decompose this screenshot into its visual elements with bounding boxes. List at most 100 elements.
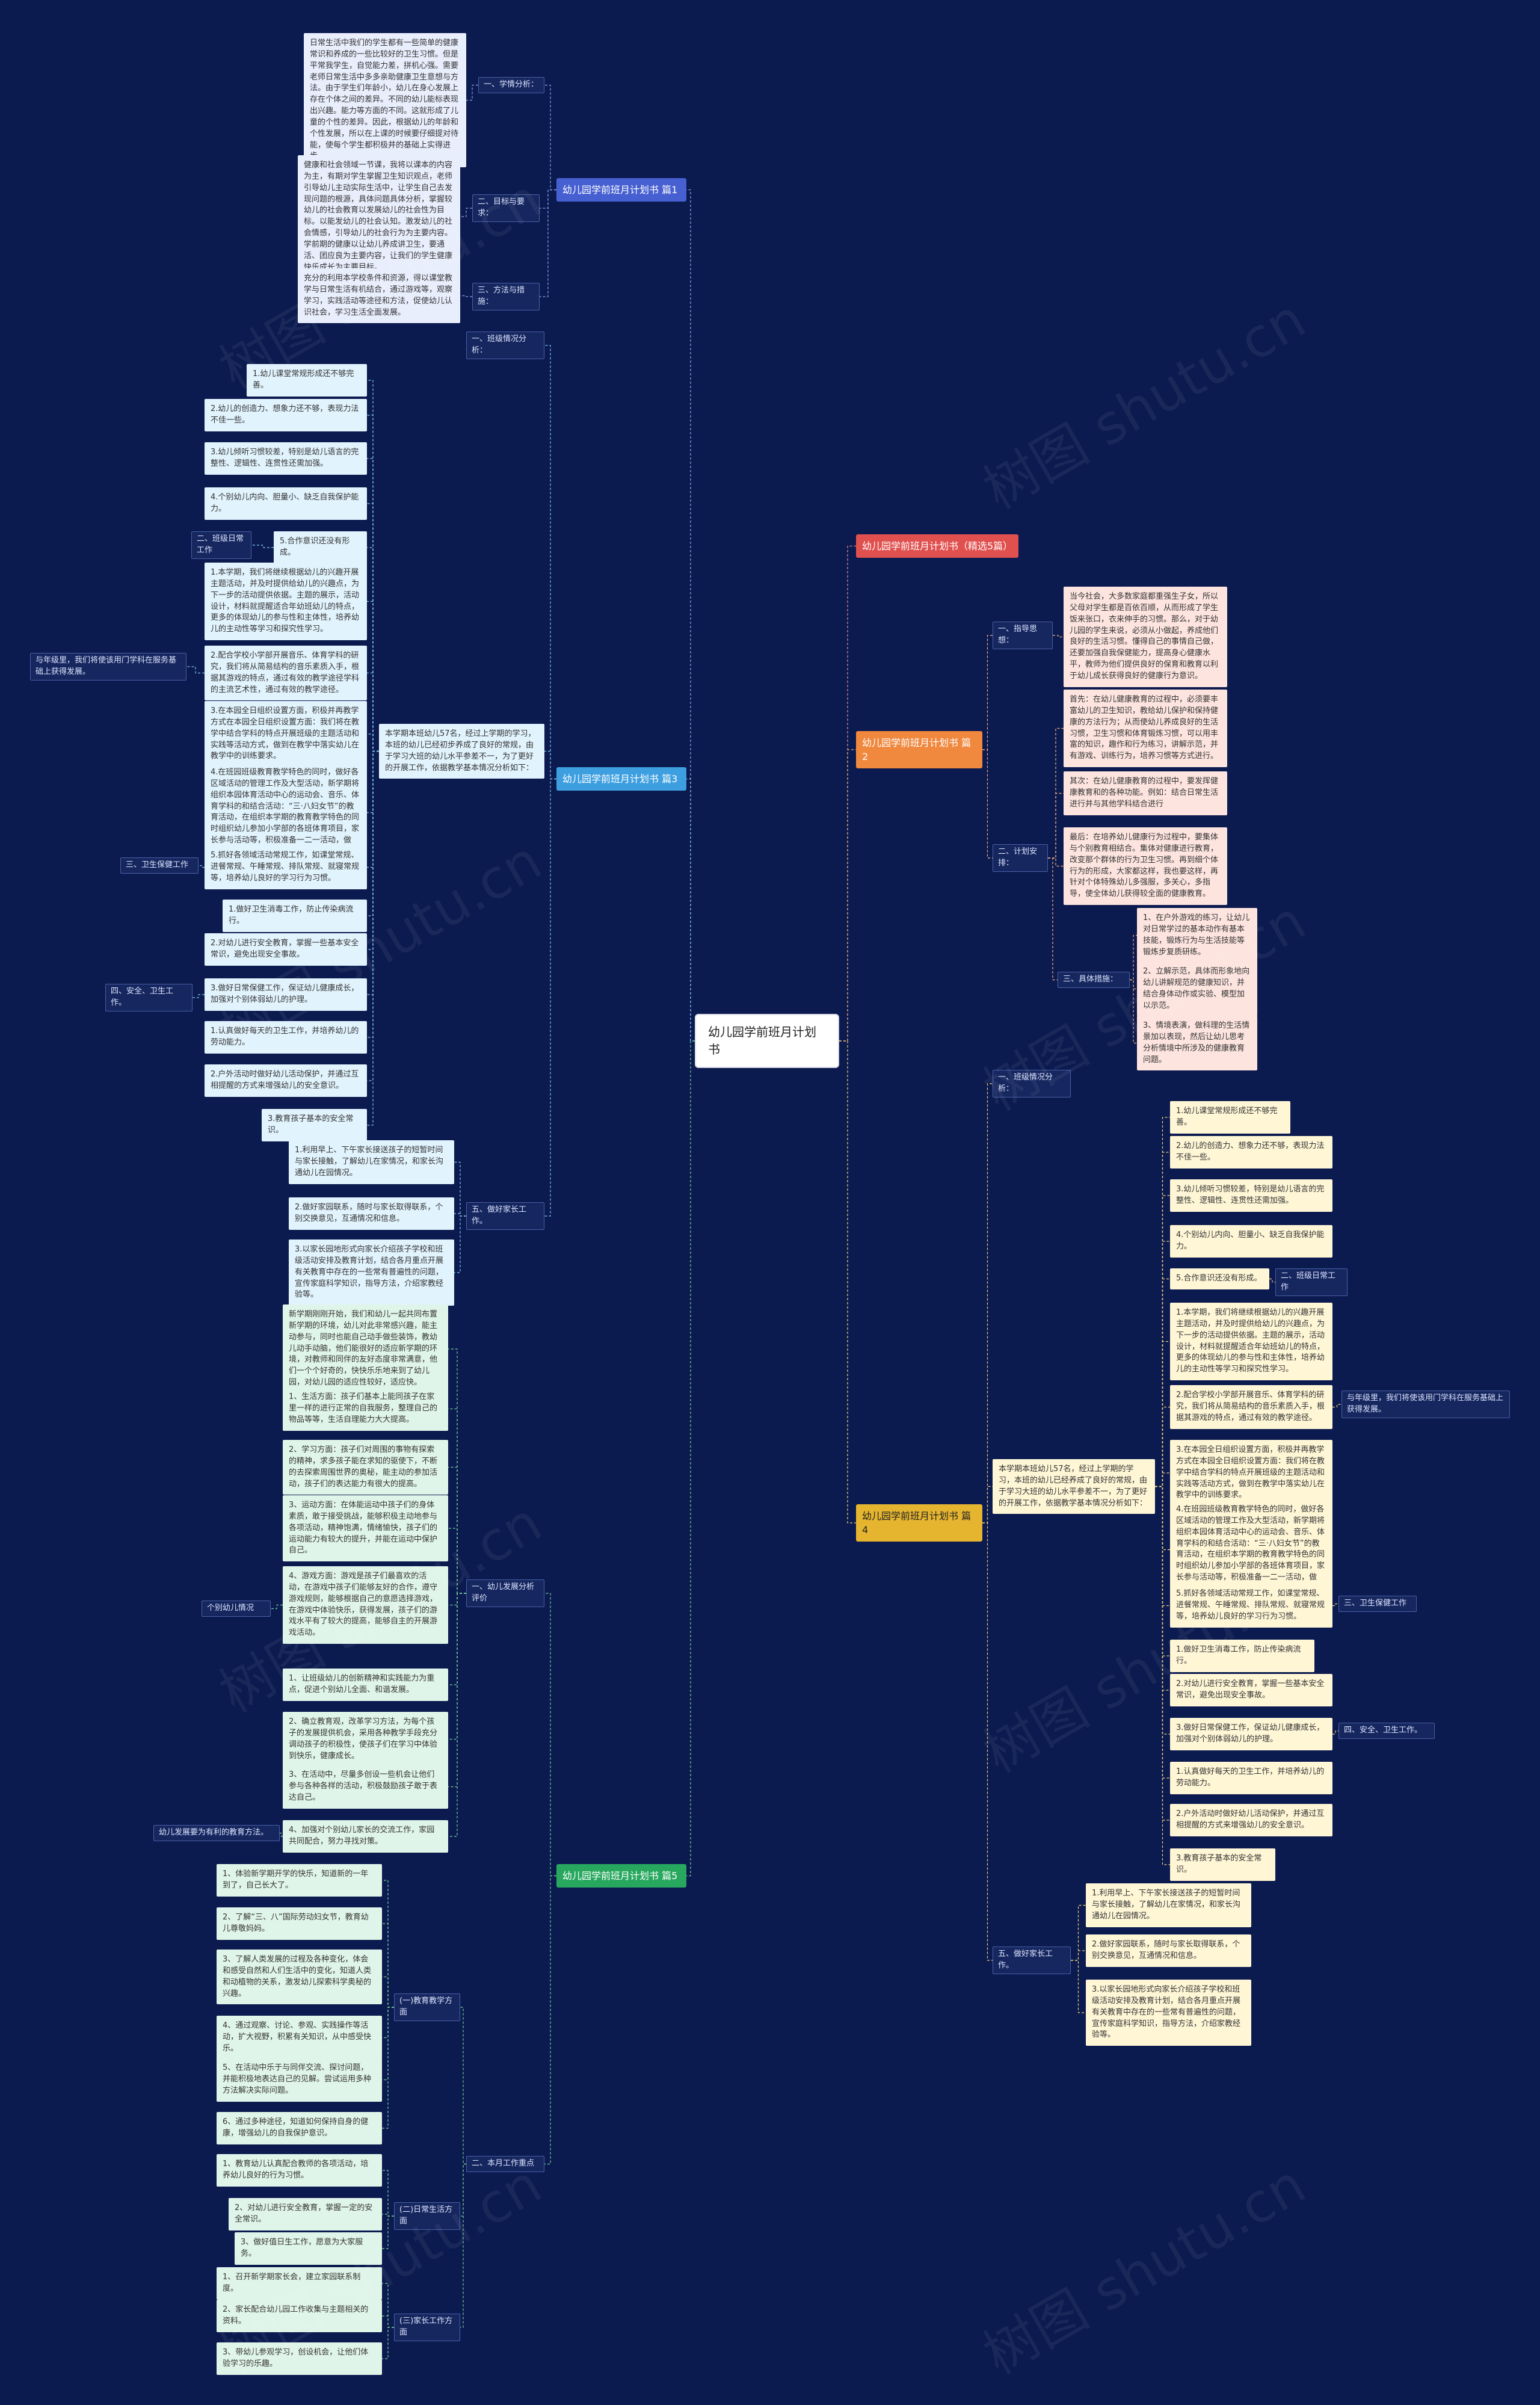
- content-note[interactable]: 2.对幼儿进行安全教育，掌握一些基本安全常识，避免出现安全事故。: [205, 933, 367, 966]
- content-note[interactable]: 4、加强对个别幼儿家长的交流工作，家园共同配合，努力寻找对策。: [283, 1820, 448, 1853]
- content-note[interactable]: 2、学习方面：孩子们对周围的事物有探索的精神，求多孩子能在求知的驱使下，不断的去…: [283, 1440, 448, 1495]
- content-note[interactable]: 1.幼儿课堂常规形成还不够完善。: [1170, 1101, 1290, 1134]
- section-label[interactable]: 一、班级情况分析：: [993, 1070, 1071, 1098]
- branch-topic[interactable]: 幼儿园学前班月计划书 篇5: [556, 1864, 686, 1888]
- section-label[interactable]: 一、学情分析：: [478, 77, 544, 93]
- content-note[interactable]: 2.幼儿的创造力、想象力还不够，表现力法不佳一些。: [205, 399, 367, 431]
- content-note[interactable]: 4.个别幼儿内向、胆量小、缺乏自我保护能力。: [205, 487, 367, 520]
- section-label[interactable]: 个别幼儿情况: [202, 1601, 271, 1617]
- section-label[interactable]: 五、做好家长工作。: [993, 1947, 1071, 1974]
- content-note[interactable]: 3.做好日常保健工作，保证幼儿健康成长，加强对个别体弱幼儿的护理。: [205, 978, 367, 1011]
- content-note[interactable]: 本学期本班幼儿57名，经过上学期的学习，本班的幼儿已经初步养成了良好的常规，由于…: [379, 724, 544, 779]
- content-note[interactable]: 3.以家长园地形式向家长介绍孩子学校和班级活动安排及教育计划，结合各月重点开展有…: [289, 1240, 454, 1306]
- content-note[interactable]: 其次：在幼儿健康教育的过程中，要发挥健康教育和的各种功能。例如：结合日常生活进行…: [1064, 771, 1227, 815]
- content-note[interactable]: 3.幼儿倾听习惯较差，特别是幼儿语言的完整性、逻辑性、连贯性还需加强。: [205, 442, 367, 475]
- content-note[interactable]: 日常生活中我们的学生都有一些简单的健康常识和养成的一些比较好的卫生习惯。但是平常…: [304, 33, 466, 168]
- content-note[interactable]: 2、家长配合幼儿园工作收集与主题相关的资料。: [217, 2300, 382, 2332]
- content-note[interactable]: 最后：在培养幼儿健康行为过程中，要集体与个别教育相结合。集体对健康进行教育，改变…: [1064, 827, 1227, 906]
- content-note[interactable]: 3.在本园全日组织设置方面，积极并再教学方式在本园全日组织设置方面：我们将在教学…: [1170, 1440, 1332, 1507]
- content-note[interactable]: 2、对幼儿进行安全教育，掌握一定的安全常识。: [229, 2198, 382, 2231]
- section-label[interactable]: 幼儿发展要为有利的教育方法。: [153, 1825, 280, 1841]
- content-note[interactable]: 本学期本班幼儿57名，经过上学期的学习，本班的幼儿已经养成了良好的常规，由于学习…: [993, 1459, 1155, 1514]
- content-note[interactable]: 2、立解示范，具体而形象地向幼儿讲解规范的健康知识，并结合身体动作或实验、模型加…: [1137, 962, 1257, 1017]
- content-note[interactable]: 1.做好卫生消毒工作，防止传染病流行。: [223, 900, 367, 932]
- section-label[interactable]: 二、本月工作重点: [466, 2156, 544, 2172]
- content-note[interactable]: 首先：在幼儿健康教育的过程中，必须要丰富幼儿的卫生知识，教给幼儿保护和保持健康的…: [1064, 690, 1227, 768]
- section-label[interactable]: 三、具体措施：: [1058, 972, 1130, 988]
- section-label[interactable]: 二、班级日常工作: [191, 531, 251, 559]
- section-label[interactable]: 三、方法与措施：: [472, 283, 540, 310]
- content-note[interactable]: 3.在本园全日组织设置方面，积极并再教学方式在本园全日组织设置方面：我们将在教学…: [205, 701, 367, 768]
- content-note[interactable]: 3、了解人类发展的过程及各种变化，体会和感受自然和人们生活中的变化，知道人类和动…: [217, 1950, 382, 2005]
- section-label[interactable]: 与年级里，我们将使该用门学科在服务基础上获得发展。: [30, 653, 186, 681]
- content-note[interactable]: 充分的利用本学校条件和资源，得以课堂教学与日常生活有机结合，通过游戏等，观察学习…: [298, 268, 460, 324]
- content-note[interactable]: 新学期刚刚开始，我们和幼儿一起共同布置新学期的环境，幼儿对此非常感兴趣，能主动参…: [283, 1304, 448, 1394]
- branch-topic[interactable]: 幼儿园学前班月计划书（精选5篇）: [856, 534, 1018, 558]
- section-label[interactable]: 二、班级日常工作: [1275, 1268, 1348, 1296]
- section-label[interactable]: 四、安全、卫生工作。: [1338, 1723, 1435, 1739]
- content-note[interactable]: 2、了解“三、八”国际劳动妇女节，教育幼儿尊敬妈妈。: [217, 1907, 382, 1940]
- content-note[interactable]: 2.配合学校小学部开展音乐、体育学科的研究，我们将从简易结构的音乐素质入手，根据…: [1170, 1385, 1332, 1429]
- section-label[interactable]: 一、幼儿发展分析评价: [466, 1579, 544, 1607]
- content-note[interactable]: 1、让班级幼儿的创新精神和实践能力为重点，促进个别幼儿全面、和谐发展。: [283, 1669, 448, 1701]
- root-topic[interactable]: 幼儿园学前班月计划书: [695, 1014, 839, 1068]
- content-note[interactable]: 2.配合学校小学部开展音乐、体育学科的研究，我们将从简易结构的音乐素质入手，根据…: [205, 646, 367, 701]
- content-note[interactable]: 3、情境表演，做科理的生活情景加以表现，然后让幼儿思考分析情境中所涉及的健康教育…: [1137, 1016, 1257, 1071]
- content-note[interactable]: 1、教育幼儿认真配合教师的各项活动，培养幼儿良好的行为习惯。: [217, 2154, 382, 2187]
- section-label[interactable]: 一、指导思想：: [993, 622, 1053, 649]
- content-note[interactable]: 3.教育孩子基本的安全常识。: [1170, 1848, 1275, 1881]
- content-note[interactable]: 3、做好值日生工作，愿意为大家服务。: [235, 2232, 382, 2265]
- content-note[interactable]: 健康和社会领域一节课，我将以课本的内容为主，有期对学生掌握卫生知识观点，老师引导…: [298, 155, 460, 279]
- content-note[interactable]: 1.幼儿课堂常规形成还不够完善。: [247, 364, 367, 397]
- content-note[interactable]: 5.合作意识还没有形成。: [1170, 1268, 1269, 1289]
- section-label[interactable]: 与年级里，我们将使该用门学科在服务基础上获得发展。: [1341, 1391, 1510, 1418]
- section-label[interactable]: 二、目标与要求：: [472, 194, 540, 222]
- section-label[interactable]: 二、计划安排：: [993, 844, 1048, 872]
- content-note[interactable]: 2.对幼儿进行安全教育，掌握一些基本安全常识，避免出现安全事故。: [1170, 1674, 1332, 1706]
- branch-topic[interactable]: 幼儿园学前班月计划书 篇1: [556, 178, 686, 202]
- content-note[interactable]: 3.做好日常保健工作，保证幼儿健康成长，加强对个别体弱幼儿的护理。: [1170, 1718, 1332, 1750]
- content-note[interactable]: 3、运动方面：在体能运动中孩子们的身体素质，敢于接受挑战，能够积极主动地参与各项…: [283, 1495, 448, 1562]
- content-note[interactable]: 5.抓好各领域活动常规工作，如课堂常规、进餐常规、午睡常规、排队常规、就寝常规等…: [205, 845, 367, 889]
- section-label[interactable]: (二)日常生活方面: [394, 2202, 460, 2230]
- content-note[interactable]: 1.认真做好每天的卫生工作，并培养幼儿的劳动能力。: [1170, 1762, 1332, 1794]
- branch-topic[interactable]: 幼儿园学前班月计划书 篇4: [856, 1504, 982, 1542]
- section-label[interactable]: (三)家长工作方面: [394, 2314, 460, 2341]
- content-note[interactable]: 5.合作意识还没有形成。: [274, 531, 367, 564]
- content-note[interactable]: 4、游戏方面：游戏是孩子们最喜欢的活动，在游戏中孩子们能够友好的合作，遵守游戏规…: [283, 1566, 448, 1644]
- content-note[interactable]: 1.本学期，我们将继续根据幼儿的兴趣开展主题活动，并及时提供给幼儿的兴趣点，为下…: [205, 563, 367, 641]
- content-note[interactable]: 2、确立教育观，改革学习方法，为每个孩子的发展提供机会，采用各种教学手段充分调动…: [283, 1712, 448, 1767]
- content-note[interactable]: 2.做好家园联系，随时与家长取得联系，个别交换意见，互通情况和信息。: [1086, 1934, 1251, 1967]
- section-label[interactable]: 五、做好家长工作。: [466, 1202, 544, 1230]
- content-note[interactable]: 1.本学期，我们将继续根据幼儿的兴趣开展主题活动，并及时提供给幼儿的兴趣点，为下…: [1170, 1303, 1332, 1381]
- content-note[interactable]: 1、生活方面：孩子们基本上能同孩子在家里一样的进行正常的自我服务，整理自己的物品…: [283, 1387, 448, 1431]
- section-label[interactable]: 一、班级情况分析：: [466, 332, 544, 359]
- content-note[interactable]: 4.个别幼儿内向、胆量小、缺乏自我保护能力。: [1170, 1225, 1332, 1258]
- content-note[interactable]: 3、在活动中，尽量多创设一些机会让他们参与各种各样的活动，积极鼓励孩子敢于表达自…: [283, 1765, 448, 1809]
- content-note[interactable]: 4、通过观察、讨论、参观、实践操作等活动，扩大视野，积累有关知识，从中感受快乐。: [217, 2016, 382, 2060]
- content-note[interactable]: 6、通过多种途径，知道如何保持自身的健康，增强幼儿的自我保护意识。: [217, 2112, 382, 2144]
- content-note[interactable]: 1.利用早上、下午家长接送孩子的短暂时间与家长接触，了解幼儿在家情况，和家长沟通…: [289, 1140, 454, 1184]
- content-note[interactable]: 当今社会，大多数家庭都重强生子女，所以父母对学生都是百依百顺，从而形成了学生饭来…: [1064, 587, 1227, 687]
- section-label[interactable]: 三、卫生保健工作: [120, 857, 199, 874]
- branch-topic[interactable]: 幼儿园学前班月计划书 篇2: [856, 731, 982, 769]
- content-note[interactable]: 1、在户外游戏的练习，让幼儿对日常学过的基本动作有基本技能，锻炼行为与生活技能等…: [1137, 908, 1257, 963]
- content-note[interactable]: 3.以家长园地形式向家长介绍孩子学校和班级活动安排及教育计划，结合各月重点开展有…: [1086, 1980, 1251, 2046]
- section-label[interactable]: (一)教育教学方面: [394, 1993, 460, 2021]
- content-note[interactable]: 2.幼儿的创造力、想象力还不够，表现力法不佳一些。: [1170, 1136, 1332, 1169]
- content-note[interactable]: 1.做好卫生消毒工作，防止传染病流行。: [1170, 1640, 1314, 1672]
- content-note[interactable]: 3.幼儿倾听习惯较差，特别是幼儿语言的完整性、逻辑性、连贯性还需加强。: [1170, 1179, 1332, 1212]
- content-note[interactable]: 5、在活动中乐于与同伴交流、探讨问题，并能积极地表达自己的见解。尝试运用多种方法…: [217, 2058, 382, 2102]
- section-label[interactable]: 三、卫生保健工作: [1338, 1596, 1417, 1612]
- content-note[interactable]: 3.教育孩子基本的安全常识。: [262, 1109, 367, 1141]
- content-note[interactable]: 2.户外活动时做好幼儿活动保护，并通过互相提醒的方式来增强幼儿的安全意识。: [1170, 1804, 1332, 1836]
- section-label[interactable]: 四、安全、卫生工作。: [105, 984, 192, 1011]
- content-note[interactable]: 2.户外活动时做好幼儿活动保护，并通过互相提醒的方式来增强幼儿的安全意识。: [205, 1064, 367, 1097]
- content-note[interactable]: 2.做好家园联系，随时与家长取得联系，个别交换意见，互通情况和信息。: [289, 1197, 454, 1230]
- content-note[interactable]: 3、带幼儿参观学习，创设机会，让他们体验学习的乐趣。: [217, 2342, 382, 2375]
- content-note[interactable]: 1.认真做好每天的卫生工作，并培养幼儿的劳动能力。: [205, 1021, 367, 1054]
- content-note[interactable]: 5.抓好各领域活动常规工作，如课堂常规、进餐常规、午睡常规、排队常规、就寝常规等…: [1170, 1584, 1332, 1628]
- content-note[interactable]: 1、召开新学期家长会，建立家园联系制度。: [217, 2267, 382, 2300]
- content-note[interactable]: 1.利用早上、下午家长接送孩子的短暂时间与家长接触，了解幼儿在家情况，和家长沟通…: [1086, 1883, 1251, 1927]
- branch-topic[interactable]: 幼儿园学前班月计划书 篇3: [556, 767, 686, 791]
